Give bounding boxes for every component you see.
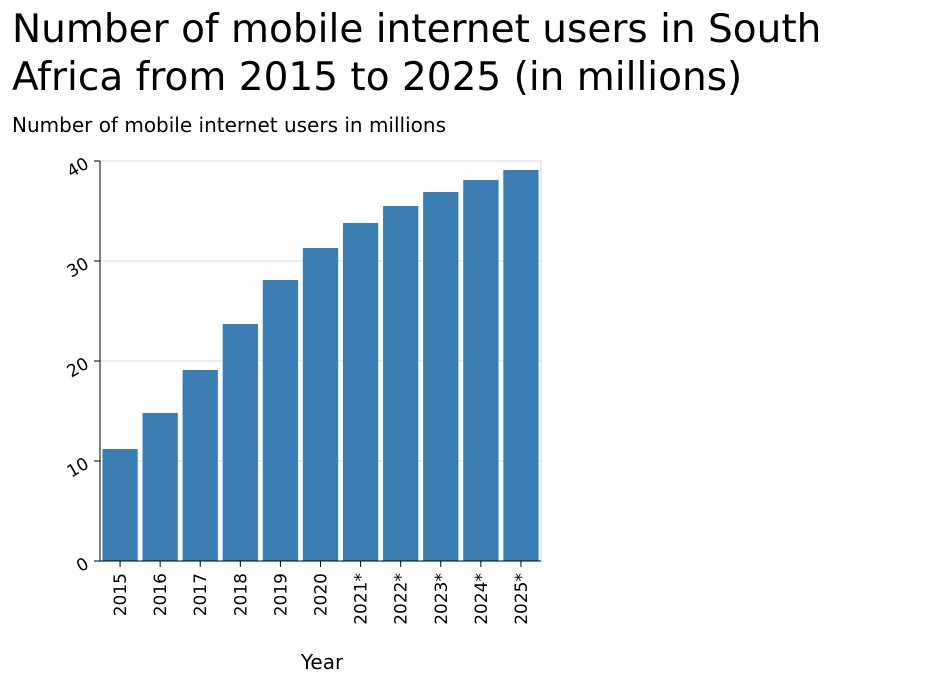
x-tick-label: 2016 <box>151 573 171 616</box>
bar <box>503 170 539 561</box>
x-tick-label: 2021* <box>352 573 372 625</box>
x-tick-label: 2017 <box>191 573 211 616</box>
y-tick-label: 10 <box>64 454 93 482</box>
x-axis-title: Year <box>300 650 344 674</box>
bar <box>302 248 339 561</box>
bars <box>102 170 539 561</box>
bar <box>262 280 299 561</box>
x-tick-label: 2022* <box>392 573 412 625</box>
y-tick-label: 0 <box>73 554 92 577</box>
bar <box>142 413 178 561</box>
bar <box>383 206 419 561</box>
bar <box>342 223 379 561</box>
x-tick-label: 2020 <box>312 573 332 616</box>
y-tick-label: 20 <box>64 354 93 382</box>
y-tick-label: 30 <box>64 254 93 282</box>
x-tick-label: 2015 <box>111 573 131 616</box>
x-tick-label: 2019 <box>271 573 291 616</box>
y-axis-title: Number of mobile internet users in milli… <box>12 113 446 137</box>
bar <box>463 180 499 561</box>
x-tick-label: 2018 <box>231 573 251 616</box>
x-tick-label: 2023* <box>432 573 452 625</box>
bar <box>423 192 459 561</box>
bar <box>102 449 138 561</box>
chart-title: Number of mobile internet users in South… <box>12 7 822 100</box>
x-tick-label: 2025* <box>512 573 532 625</box>
bar <box>222 324 258 561</box>
x-tick-label: 2024* <box>472 573 492 625</box>
y-tick-label: 40 <box>64 154 93 182</box>
bar <box>182 370 218 561</box>
